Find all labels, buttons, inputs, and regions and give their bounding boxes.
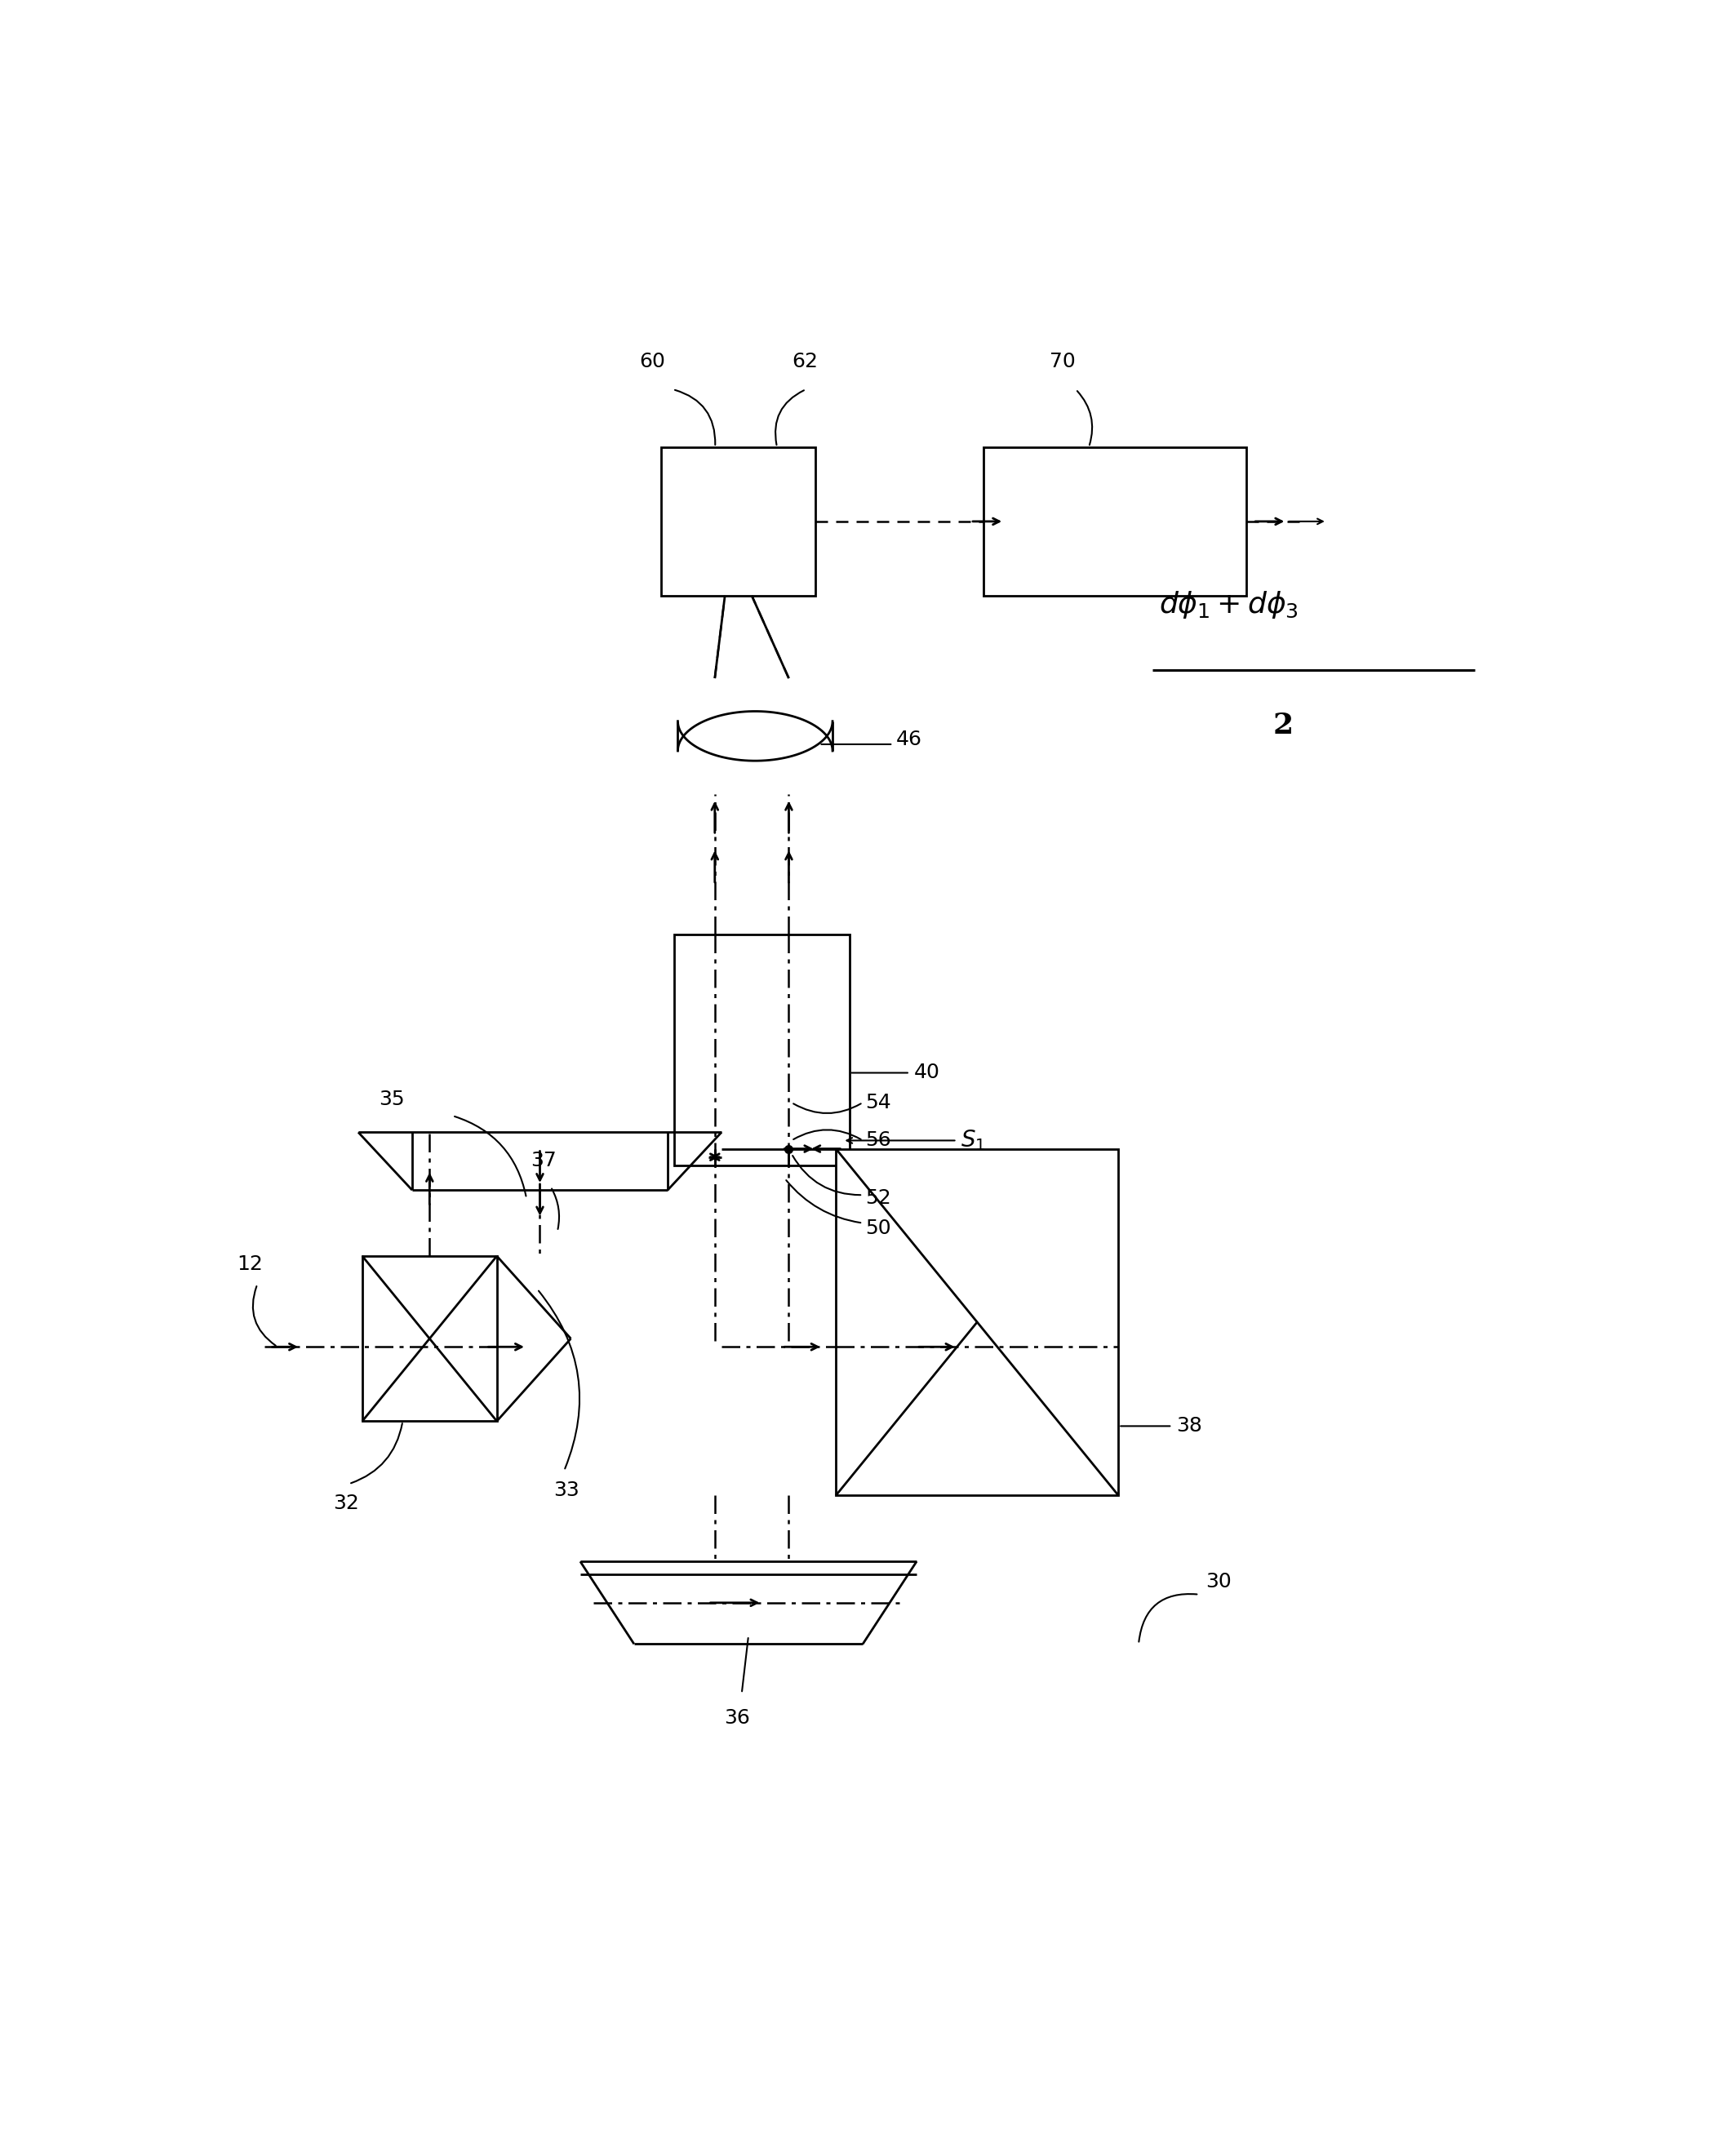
Text: $S_1$: $S_1$ [962, 1128, 986, 1153]
Text: $d\phi_1+d\phi_3$: $d\phi_1+d\phi_3$ [1158, 590, 1299, 620]
Text: 46: 46 [896, 729, 922, 748]
Bar [661, 448, 816, 596]
Text: 32: 32 [333, 1494, 359, 1514]
Bar [837, 1149, 1118, 1497]
Text: 30: 30 [1207, 1572, 1233, 1591]
Text: 33: 33 [554, 1482, 580, 1501]
Text: 52: 52 [866, 1188, 891, 1207]
Text: 35: 35 [378, 1089, 404, 1108]
Text: 40: 40 [913, 1063, 939, 1083]
Text: 54: 54 [866, 1093, 891, 1113]
Text: 50: 50 [866, 1218, 891, 1237]
Bar [363, 1256, 496, 1421]
Text: 62: 62 [792, 352, 818, 371]
Bar [674, 935, 849, 1166]
Text: 38: 38 [1177, 1417, 1203, 1436]
Text: 56: 56 [866, 1130, 891, 1151]
Text: 36: 36 [724, 1709, 750, 1728]
Text: 2: 2 [1272, 712, 1293, 740]
Text: 60: 60 [639, 352, 665, 371]
Text: 37: 37 [531, 1151, 557, 1171]
Bar [984, 448, 1246, 596]
Text: 70: 70 [1050, 352, 1075, 371]
Text: 12: 12 [238, 1254, 264, 1274]
